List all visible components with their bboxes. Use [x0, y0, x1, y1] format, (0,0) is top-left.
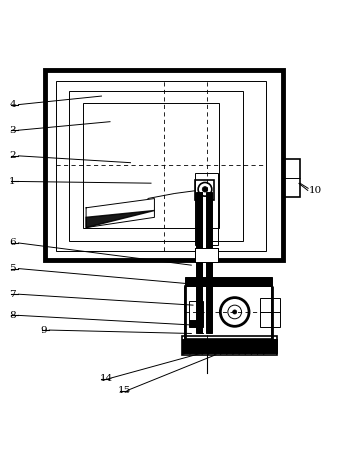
Bar [196, 173, 217, 245]
Text: 10: 10 [309, 186, 322, 195]
Text: 8: 8 [9, 311, 16, 320]
Bar [56, 81, 266, 251]
Bar [196, 248, 217, 262]
Bar [196, 248, 217, 262]
Bar [45, 70, 283, 260]
Bar [83, 103, 219, 228]
Text: 5: 5 [9, 264, 16, 273]
Text: 1: 1 [9, 177, 16, 186]
Circle shape [233, 310, 237, 314]
Bar [185, 286, 272, 339]
Text: 14: 14 [100, 374, 113, 383]
Bar [182, 336, 277, 355]
Text: 6: 6 [9, 238, 16, 248]
Bar [189, 301, 203, 322]
Polygon shape [86, 211, 154, 228]
Text: 7: 7 [9, 290, 16, 299]
Bar [69, 91, 243, 241]
Text: 2: 2 [9, 152, 16, 160]
Text: 15: 15 [118, 386, 131, 395]
Text: 3: 3 [9, 126, 16, 135]
Circle shape [202, 187, 208, 192]
Bar [189, 320, 203, 327]
Text: 4: 4 [9, 100, 16, 109]
Bar [197, 192, 203, 334]
Bar [182, 339, 277, 353]
Bar [260, 298, 280, 327]
Bar [196, 180, 214, 200]
Text: 9: 9 [40, 326, 47, 334]
Bar [203, 192, 206, 334]
Bar [284, 159, 299, 197]
Bar [185, 277, 272, 286]
Bar [206, 192, 212, 334]
